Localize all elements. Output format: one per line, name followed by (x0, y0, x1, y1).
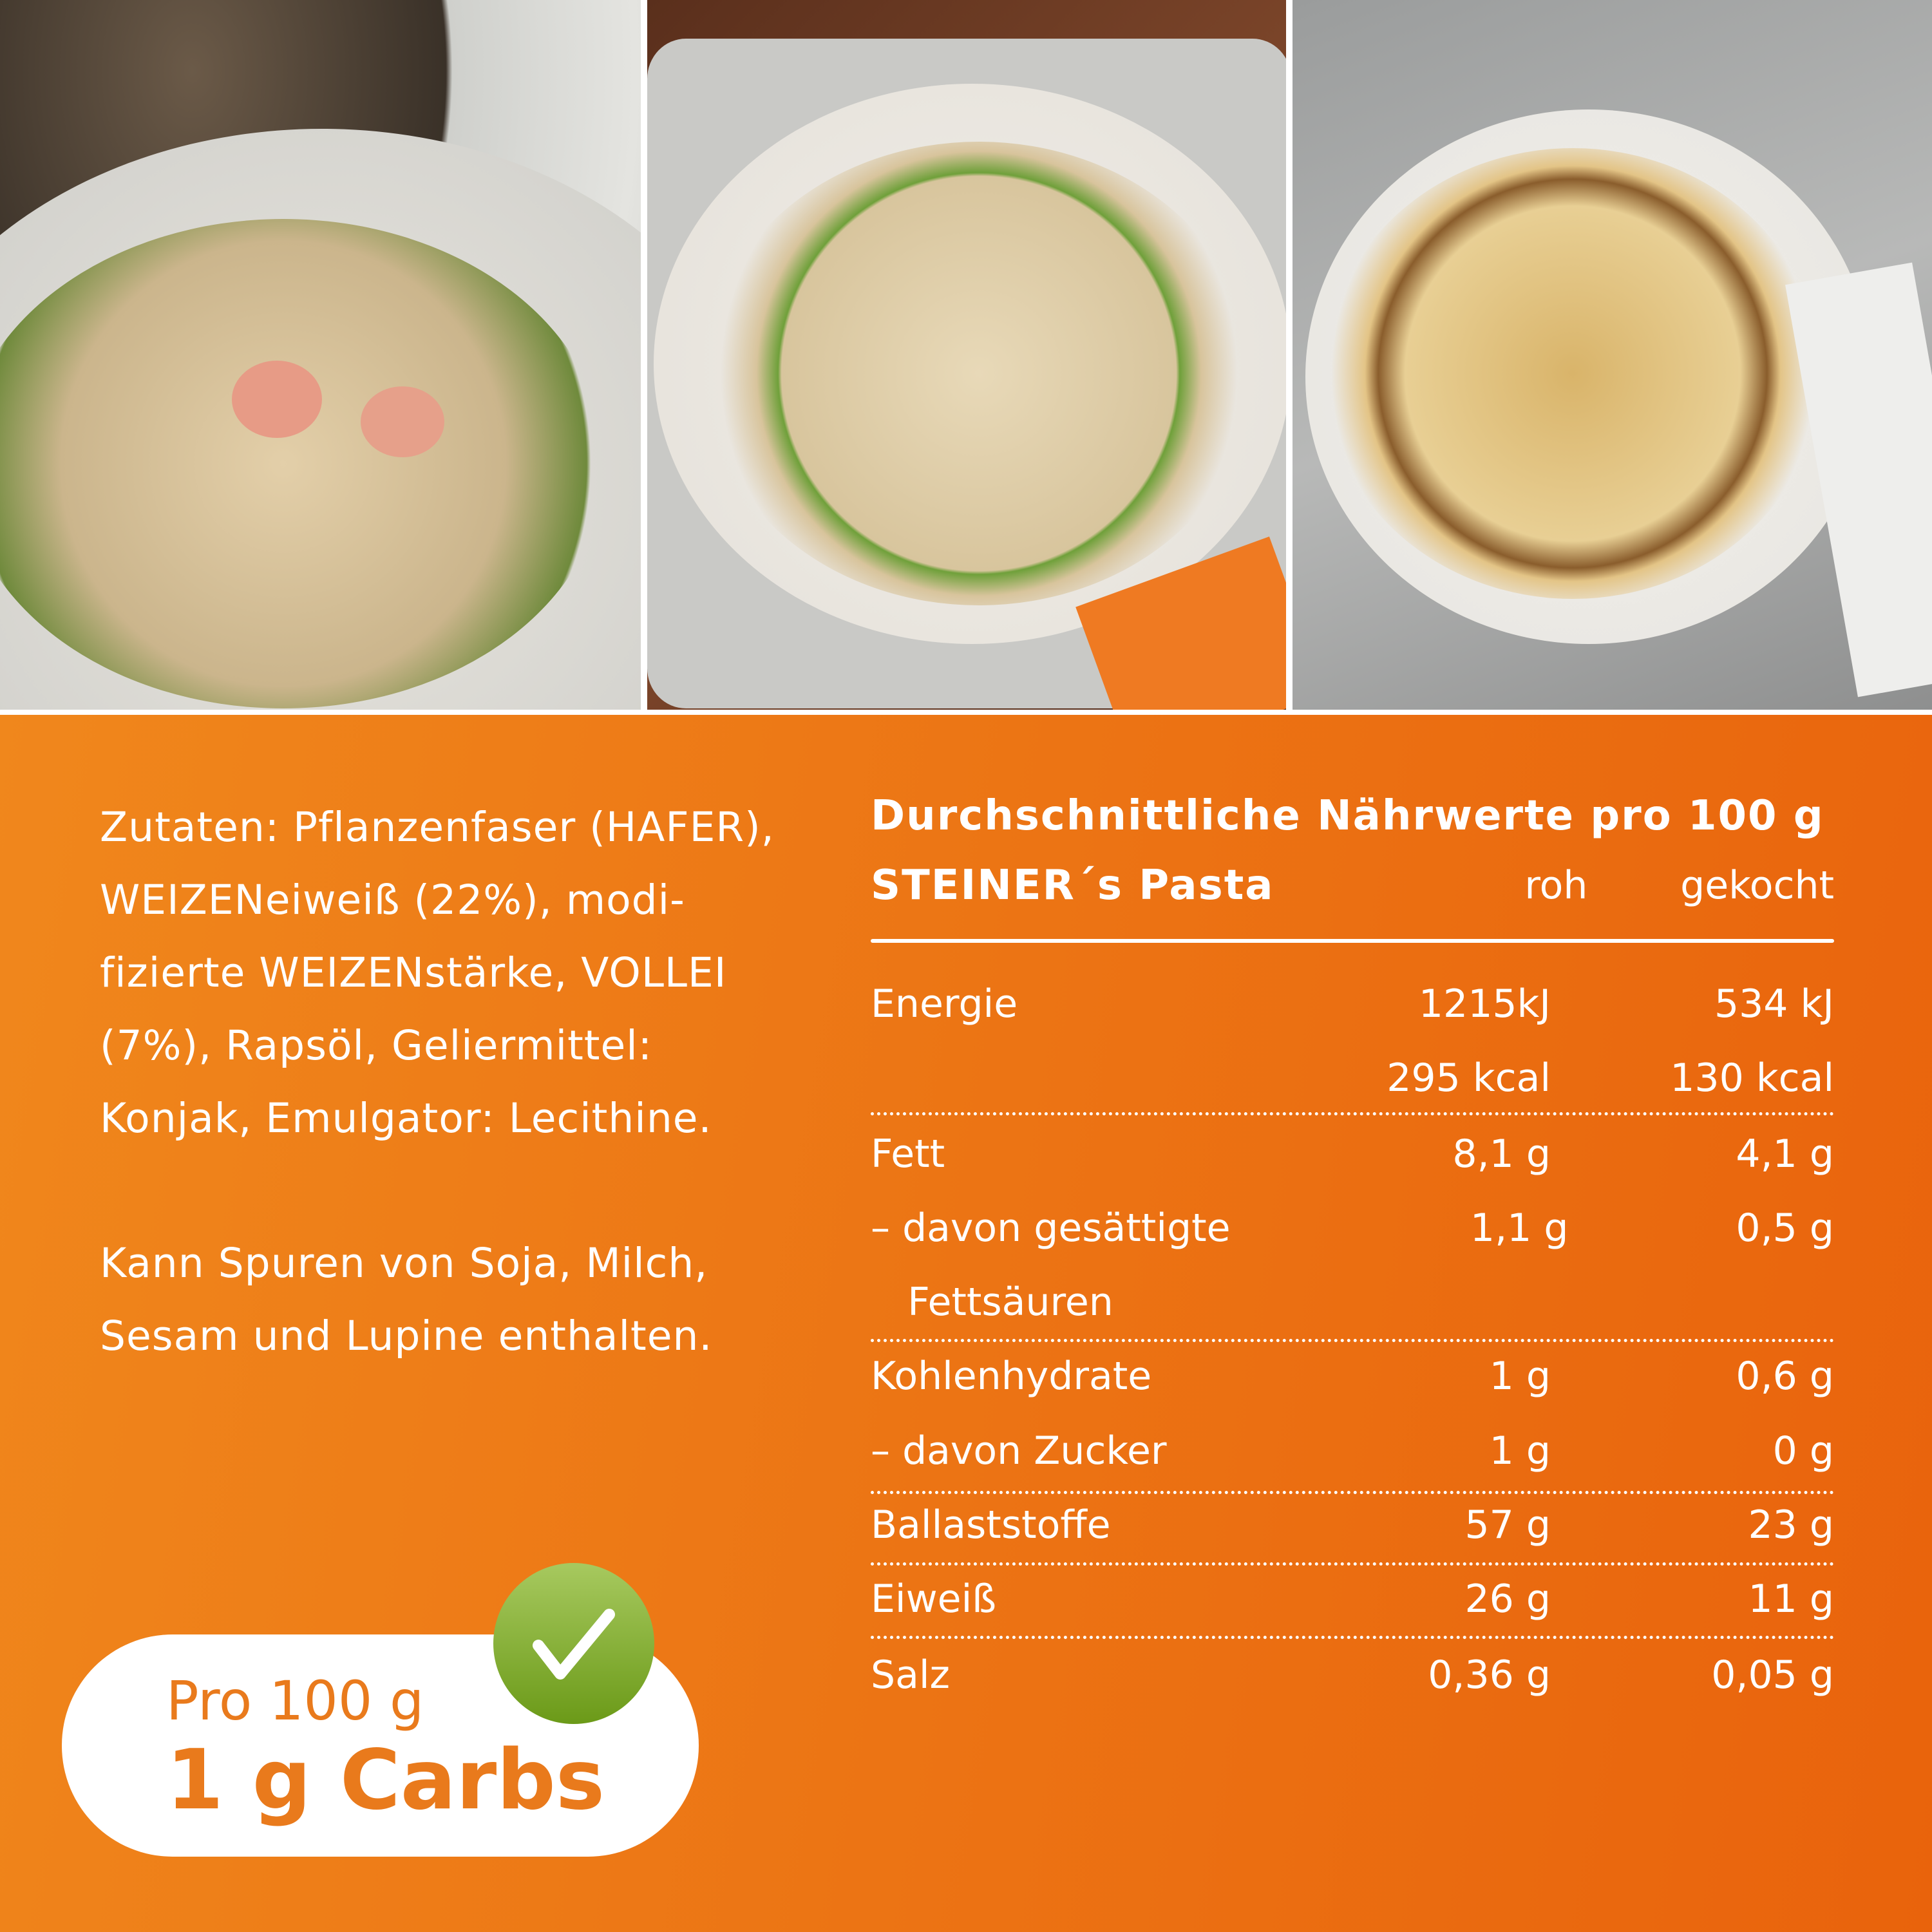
row-raw-value: 1 g (1489, 1428, 1551, 1473)
row-cooked-value: 11 g (1748, 1577, 1834, 1622)
row-label: Ballaststoffe (871, 1502, 1111, 1548)
row-label: Fett (871, 1132, 945, 1177)
row-cooked-value: 4,1 g (1736, 1132, 1834, 1177)
row-raw-value: 8,1 g (1452, 1132, 1551, 1177)
row-divider (871, 1636, 1834, 1639)
row-raw-value: 0,36 g (1428, 1653, 1551, 1698)
row-raw-value: 295 kcal (1387, 1056, 1551, 1101)
header-divider (871, 939, 1834, 943)
checkmark-icon (493, 1563, 654, 1724)
table-row: Kohlenhydrate 1 g 0,6 g (871, 1344, 1834, 1408)
row-cooked-value: 0 g (1772, 1428, 1834, 1473)
row-raw-value: 1 g (1489, 1354, 1551, 1399)
row-divider (871, 1339, 1834, 1342)
salmon-tagliatelle-photo (0, 0, 641, 710)
row-cooked-value: 534 kJ (1714, 981, 1834, 1027)
row-divider (871, 1562, 1834, 1566)
row-label: Fettsäuren (871, 1280, 1113, 1325)
row-cooked-value: 130 kcal (1670, 1056, 1834, 1101)
table-row: 295 kcal 130 kcal (871, 1046, 1834, 1110)
row-label: Kohlenhydrate (871, 1354, 1152, 1399)
row-label: Salz (871, 1653, 951, 1698)
row-raw-value: 1215kJ (1418, 981, 1551, 1027)
row-label: Energie (871, 981, 1018, 1027)
table-row: Fettsäuren (871, 1270, 1834, 1334)
rigatoni-peas-photo (647, 0, 1286, 710)
table-row: Eiweiß 26 g 11 g (871, 1567, 1834, 1631)
col-cooked-header: gekocht (1680, 863, 1834, 908)
table-row: – davon Zucker 1 g 0 g (871, 1419, 1834, 1483)
table-title: Durchschnittliche Nährwerte pro 100 g (871, 792, 1824, 840)
table-row: Energie 1215kJ 534 kJ (871, 972, 1834, 1036)
row-cooked-value: 23 g (1748, 1502, 1834, 1548)
table-row: Salz 0,36 g 0,05 g (871, 1643, 1834, 1707)
ingredients-text: Zutaten: Pflanzenfaser (HAFER), WEIZENei… (100, 804, 775, 1142)
table-row: Ballaststoffe 57 g 23 g (871, 1493, 1834, 1557)
photo-strip (0, 0, 1932, 710)
row-cooked-value: 0,05 g (1711, 1653, 1834, 1698)
col-raw-header: roh (1524, 863, 1588, 908)
row-raw-value: 1,1 g (1470, 1206, 1569, 1251)
product-name: STEINER´s Pasta (871, 862, 1274, 909)
row-raw-value: 26 g (1464, 1577, 1551, 1622)
table-row: – davon gesättigte 1,1 g 0,5 g (871, 1196, 1834, 1260)
row-label: – davon gesättigte (871, 1206, 1231, 1251)
row-label: Eiweiß (871, 1577, 997, 1622)
row-cooked-value: 0,5 g (1736, 1206, 1834, 1251)
row-divider (871, 1112, 1834, 1115)
row-cooked-value: 0,6 g (1736, 1354, 1834, 1399)
badge-line1: Pro 100 g (166, 1669, 424, 1732)
table-row: Fett 8,1 g 4,1 g (871, 1122, 1834, 1186)
badge-line2: 1 g Carbs (166, 1732, 605, 1828)
table-header: STEINER´s Pasta roh gekocht (871, 853, 1834, 918)
row-raw-value: 57 g (1464, 1502, 1551, 1548)
kaesespaetzle-photo (1293, 0, 1932, 710)
row-label: – davon Zucker (871, 1428, 1167, 1473)
allergy-notice: Kann Spuren von Soja, Milch, Sesam und L… (100, 1240, 713, 1359)
row-divider (871, 1491, 1834, 1494)
